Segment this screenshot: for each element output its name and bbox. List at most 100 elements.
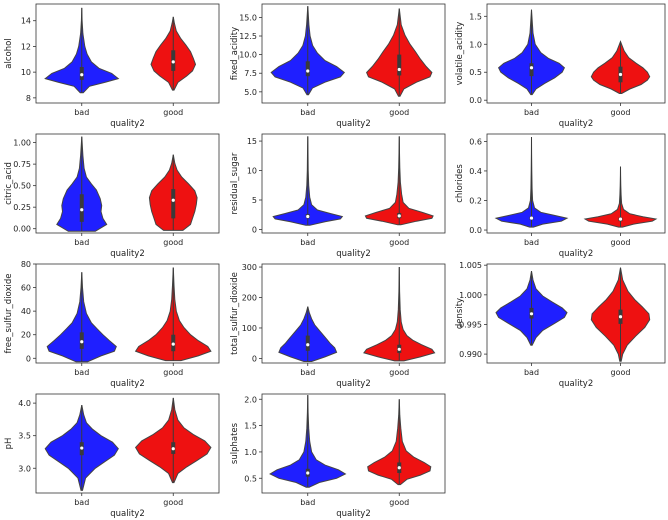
x-tick-label: good <box>163 108 183 117</box>
x-tick-label: good <box>611 368 631 377</box>
iqr-box-bad <box>529 63 534 77</box>
y-tick-label: 0.75 <box>13 160 31 169</box>
y-tick-label: 0.990 <box>459 350 482 359</box>
subplot-chlorides: 0.0 0.2 0.4 0.6 bad good quality2 chlorides <box>455 133 666 259</box>
axes-frame <box>261 393 446 494</box>
y-tick-label: 0.0 <box>469 226 482 235</box>
y-tick-label: 12.5 <box>239 32 257 41</box>
axes-frame <box>261 263 446 364</box>
median-bad <box>529 312 534 316</box>
y-tick-label: 0.4 <box>469 167 482 176</box>
y-axis-label: residual_sugar <box>230 152 240 214</box>
y-tick-label: 200 <box>242 294 257 303</box>
median-good <box>171 447 175 451</box>
y-tick-label: 7.5 <box>244 69 257 78</box>
iqr-box-bad <box>79 194 84 222</box>
axes-frame <box>261 133 446 234</box>
x-tick-label: good <box>163 498 183 507</box>
axes-frame <box>261 3 446 104</box>
median-bad <box>306 214 310 219</box>
y-axis-label: chlorides <box>455 164 465 203</box>
y-tick-label: 0.5 <box>469 68 482 77</box>
median-bad <box>80 446 84 450</box>
y-tick-label: 14 <box>21 17 31 26</box>
y-tick-label: 0.0 <box>469 96 482 105</box>
y-tick-label: 300 <box>242 263 257 272</box>
x-axis-label: quality2 <box>110 249 145 259</box>
y-tick-label: 60 <box>21 284 31 293</box>
axes-frame <box>35 393 220 494</box>
y-tick-label: 0 <box>252 354 257 363</box>
y-tick-label: 0 <box>26 354 31 363</box>
y-tick-label: 80 <box>21 260 31 269</box>
x-tick-label: bad <box>524 238 539 247</box>
y-tick-label: 40 <box>21 307 31 316</box>
y-tick-label: 10 <box>21 68 31 77</box>
axes-frame <box>35 133 220 234</box>
x-tick-label: bad <box>74 498 89 507</box>
x-tick-label: bad <box>74 368 89 377</box>
x-tick-label: good <box>389 498 409 507</box>
median-bad <box>80 340 84 344</box>
axes-frame <box>486 3 666 104</box>
median-bad <box>80 208 84 212</box>
x-tick-label: bad <box>300 498 315 507</box>
median-bad <box>306 69 310 73</box>
y-tick-label: 1.005 <box>459 261 482 270</box>
axes-frame <box>486 133 666 234</box>
y-tick-label: 0.6 <box>469 137 482 146</box>
median-good <box>171 198 175 202</box>
y-tick-label: 5.0 <box>244 88 257 97</box>
y-tick-label: 1.000 <box>459 291 482 300</box>
y-tick-label: 10.0 <box>239 51 257 60</box>
y-tick-label: 0.00 <box>13 225 31 234</box>
subplot-alcohol: 8 10 12 14 bad good quality2 alcohol <box>4 3 220 129</box>
x-tick-label: bad <box>74 108 89 117</box>
x-axis-label: quality2 <box>110 119 145 129</box>
x-tick-label: bad <box>524 368 539 377</box>
axes-frame <box>35 3 220 104</box>
iqr-box-good <box>397 54 402 76</box>
median-bad <box>306 471 310 475</box>
y-tick-label: 5 <box>252 196 257 205</box>
y-axis-label: pH <box>4 438 14 450</box>
x-tick-label: good <box>611 238 631 247</box>
median-good <box>618 217 623 221</box>
y-tick-label: 100 <box>242 324 257 333</box>
y-axis-label: alcohol <box>4 38 14 68</box>
median-bad <box>529 216 534 220</box>
subplot-pH: 3.0 3.5 4.0 bad good quality2 pH <box>4 393 220 519</box>
y-tick-label: 12 <box>21 42 31 51</box>
x-tick-label: bad <box>300 108 315 117</box>
y-tick-label: 0.50 <box>13 182 31 191</box>
y-axis-label: sulphates <box>230 422 240 464</box>
x-tick-label: bad <box>524 108 539 117</box>
y-tick-label: 0.25 <box>13 203 31 212</box>
iqr-box-bad <box>305 61 310 77</box>
subplot-volatile_acidity: 0.0 0.5 1.0 1.5 bad good quality2 volatile_acid… <box>455 3 666 129</box>
median-good <box>397 466 401 470</box>
y-axis-label: total_sulfur_dioxide <box>230 272 240 355</box>
x-axis-label: quality2 <box>336 379 371 389</box>
subplot-residual_sugar: 0 5 10 15 bad good quality2 residual_sugar <box>230 133 446 259</box>
median-good <box>397 214 401 218</box>
y-tick-label: 15.0 <box>239 13 257 22</box>
subplot-free_sulfur_dioxide: 0 20 40 60 80 bad good quality2 free_sulfur_diox… <box>4 260 220 389</box>
x-tick-label: bad <box>300 238 315 247</box>
x-axis-label: quality2 <box>110 509 145 519</box>
x-axis-label: quality2 <box>559 379 594 389</box>
y-tick-label: 1.5 <box>469 12 482 21</box>
x-tick-label: good <box>163 238 183 247</box>
y-axis-label: citric_acid <box>4 162 14 205</box>
iqr-box-good <box>171 189 176 219</box>
y-tick-label: 0.5 <box>244 474 257 483</box>
median-good <box>171 342 175 346</box>
median-good <box>397 347 401 351</box>
y-tick-label: 8 <box>26 94 31 103</box>
y-tick-label: 2.0 <box>244 395 257 404</box>
x-axis-label: quality2 <box>336 509 371 519</box>
y-tick-label: 1.0 <box>244 448 257 457</box>
y-tick-label: 0.2 <box>469 196 482 205</box>
y-tick-label: 0 <box>252 225 257 234</box>
